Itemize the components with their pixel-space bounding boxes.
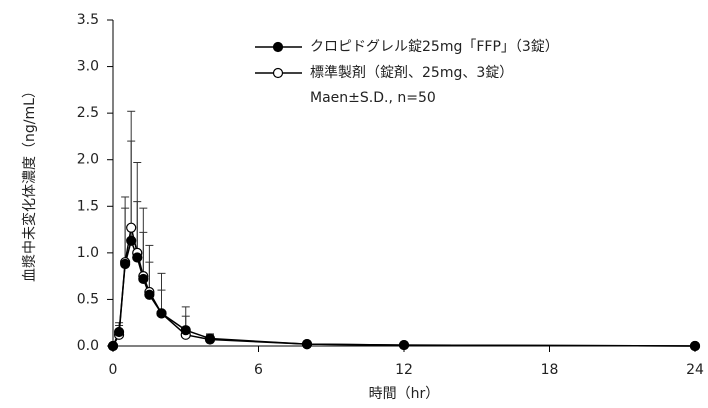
y-tick-label: 2.5 (77, 105, 99, 121)
y-tick-label: 3.5 (77, 12, 99, 28)
y-tick-label: 3.0 (77, 59, 99, 75)
legend-label: 標準製剤（錠剤、25mg、3錠） (310, 65, 513, 81)
y-tick-label: 1.5 (77, 198, 99, 214)
data-point (113, 326, 125, 338)
x-tick-label: 18 (541, 362, 559, 378)
y-tick-label: 0.0 (77, 338, 99, 354)
legend-label: クロピドグレル錠25mg「FFP」（3錠） (310, 39, 559, 55)
data-point (204, 333, 216, 344)
data-point (689, 340, 701, 352)
x-tick-label: 6 (254, 362, 263, 378)
x-axis-label: 時間（hr） (369, 386, 440, 402)
x-tick-label: 12 (395, 362, 413, 378)
series-line (112, 238, 696, 347)
y-axis-label: 血漿中未変化体濃度（ng/mL） (21, 84, 38, 282)
legend-marker (272, 67, 284, 79)
data-point (126, 235, 137, 246)
x-tick-label: 24 (686, 362, 704, 378)
y-tick-label: 2.0 (77, 152, 99, 168)
data-point (301, 339, 313, 350)
data-point (144, 289, 155, 300)
note: Maen±S.D., n=50 (310, 90, 436, 106)
data-point (132, 252, 143, 263)
data-point (126, 222, 137, 233)
y-tick-label: 0.5 (77, 291, 99, 307)
x-tick-label: 0 (109, 362, 118, 378)
data-point (138, 273, 149, 285)
data-point (120, 258, 131, 270)
data-point (107, 340, 119, 352)
data-point (398, 339, 410, 351)
series-line (112, 227, 696, 347)
data-point (180, 325, 191, 336)
data-point (156, 308, 167, 319)
legend-marker (272, 41, 284, 53)
y-tick-label: 1.0 (77, 245, 99, 261)
